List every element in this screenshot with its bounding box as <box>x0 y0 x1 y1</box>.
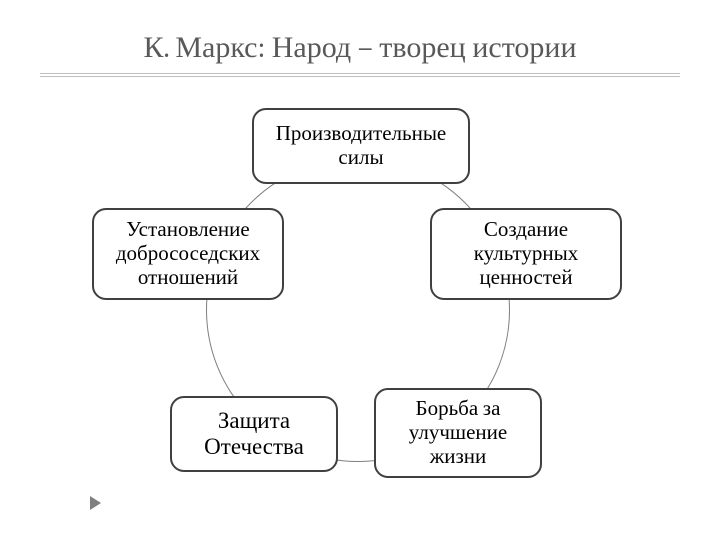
node-right: Созданиекультурныхценностей <box>430 208 622 300</box>
node-top: Производительныесилы <box>252 108 470 184</box>
node-label: ЗащитаОтечества <box>204 408 304 461</box>
page-title: К. Маркс: Народ – творец истории <box>0 30 720 65</box>
page-title-wrap: К. Маркс: Народ – творец истории <box>0 30 720 65</box>
node-label: Установлениедобрососедскихотношений <box>116 218 260 290</box>
node-bottom-left: ЗащитаОтечества <box>170 396 338 472</box>
node-bottom-right: Борьба заулучшениежизни <box>374 388 542 478</box>
slide-bullet-icon <box>90 496 101 510</box>
node-label: Производительныесилы <box>276 122 447 170</box>
title-rule-bottom <box>40 76 680 77</box>
node-label: Созданиекультурныхценностей <box>474 218 579 290</box>
node-label: Борьба заулучшениежизни <box>409 397 507 469</box>
node-left: Установлениедобрососедскихотношений <box>92 208 284 300</box>
title-rule-top <box>40 73 680 74</box>
